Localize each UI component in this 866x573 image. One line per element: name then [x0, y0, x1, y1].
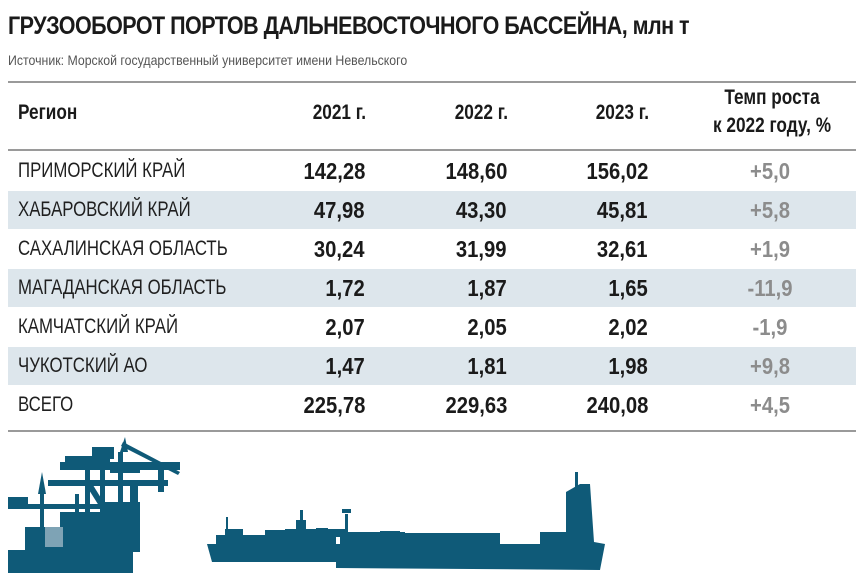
- value-2021: 30,24: [314, 236, 365, 262]
- table-row: ПРИМОРСКИЙ КРАЙ 142,28 148,60 156,02 +5,0: [8, 152, 856, 190]
- growth-cell: +9,8: [750, 353, 790, 379]
- container-icon: [45, 527, 63, 547]
- value-2022: 2,05: [467, 314, 507, 340]
- table-row: ВСЕГО 225,78 229,63 240,08 +4,5: [8, 386, 856, 424]
- port-illustration: [8, 437, 605, 573]
- source-note: Источник: Морской государственный универ…: [8, 52, 408, 68]
- value-2021: 1,47: [325, 353, 365, 379]
- table-row: ХАБАРОВСКИЙ КРАЙ 47,98 43,30 45,81 +5,8: [8, 191, 856, 229]
- region-cell: ПРИМОРСКИЙ КРАЙ: [18, 159, 186, 182]
- value-2021: 142,28: [303, 158, 365, 184]
- value-2023: 32,61: [597, 236, 648, 262]
- header-2021: 2021 г.: [312, 101, 366, 124]
- region-cell: МАГАДАНСКАЯ ОБЛАСТЬ: [18, 276, 227, 299]
- value-2022: 31,99: [456, 236, 507, 262]
- growth-cell: +5,8: [750, 197, 790, 223]
- value-2021: 2,07: [325, 314, 365, 340]
- value-2021: 225,78: [303, 392, 365, 418]
- page-title: ГРУЗООБОРОТ ПОРТОВ ДАЛЬНЕВОСТОЧНОГО БАСС…: [8, 12, 690, 40]
- table-row: МАГАДАНСКАЯ ОБЛАСТЬ 1,72 1,87 1,65 -11,9: [8, 269, 856, 307]
- header-2023: 2023 г.: [595, 101, 649, 124]
- value-2021: 47,98: [314, 197, 365, 223]
- growth-cell: -11,9: [747, 275, 793, 301]
- table-row: САХАЛИНСКАЯ ОБЛАСТЬ 30,24 31,99 32,61 +1,9: [8, 230, 856, 268]
- value-2021: 1,72: [325, 275, 365, 301]
- region-cell: ВСЕГО: [18, 393, 74, 416]
- table-bottom-rule: [8, 430, 856, 432]
- cargo-ship-icon: [207, 472, 605, 570]
- value-2022: 1,87: [467, 275, 507, 301]
- header-bottom-rule: [8, 149, 856, 151]
- header-region: Регион: [18, 101, 78, 124]
- value-2023: 45,81: [597, 197, 648, 223]
- value-2023: 1,98: [608, 353, 648, 379]
- port-crane-icon: [8, 437, 180, 573]
- growth-cell: -1,9: [752, 314, 788, 340]
- region-cell: САХАЛИНСКАЯ ОБЛАСТЬ: [18, 237, 228, 260]
- growth-cell: +1,9: [750, 236, 790, 262]
- region-cell: ХАБАРОВСКИЙ КРАЙ: [18, 198, 191, 221]
- region-cell: ЧУКОТСКИЙ АО: [18, 354, 148, 377]
- growth-cell: +4,5: [750, 392, 790, 418]
- region-cell: КАМЧАТСКИЙ КРАЙ: [18, 315, 179, 338]
- value-2023: 240,08: [586, 392, 648, 418]
- value-2022: 229,63: [445, 392, 507, 418]
- header-growth-line2: к 2022 году, %: [712, 114, 832, 137]
- header-growth-line1: Темп роста: [724, 86, 820, 109]
- value-2022: 1,81: [467, 353, 507, 379]
- table-top-rule: [8, 81, 856, 83]
- table-row: ЧУКОТСКИЙ АО 1,47 1,81 1,98 +9,8: [8, 347, 856, 385]
- value-2023: 2,02: [608, 314, 648, 340]
- value-2023: 156,02: [586, 158, 648, 184]
- growth-cell: +5,0: [750, 158, 790, 184]
- value-2022: 43,30: [456, 197, 507, 223]
- table-row: КАМЧАТСКИЙ КРАЙ 2,07 2,05 2,02 -1,9: [8, 308, 856, 346]
- value-2022: 148,60: [445, 158, 507, 184]
- header-2022: 2022 г.: [454, 101, 508, 124]
- value-2023: 1,65: [608, 275, 648, 301]
